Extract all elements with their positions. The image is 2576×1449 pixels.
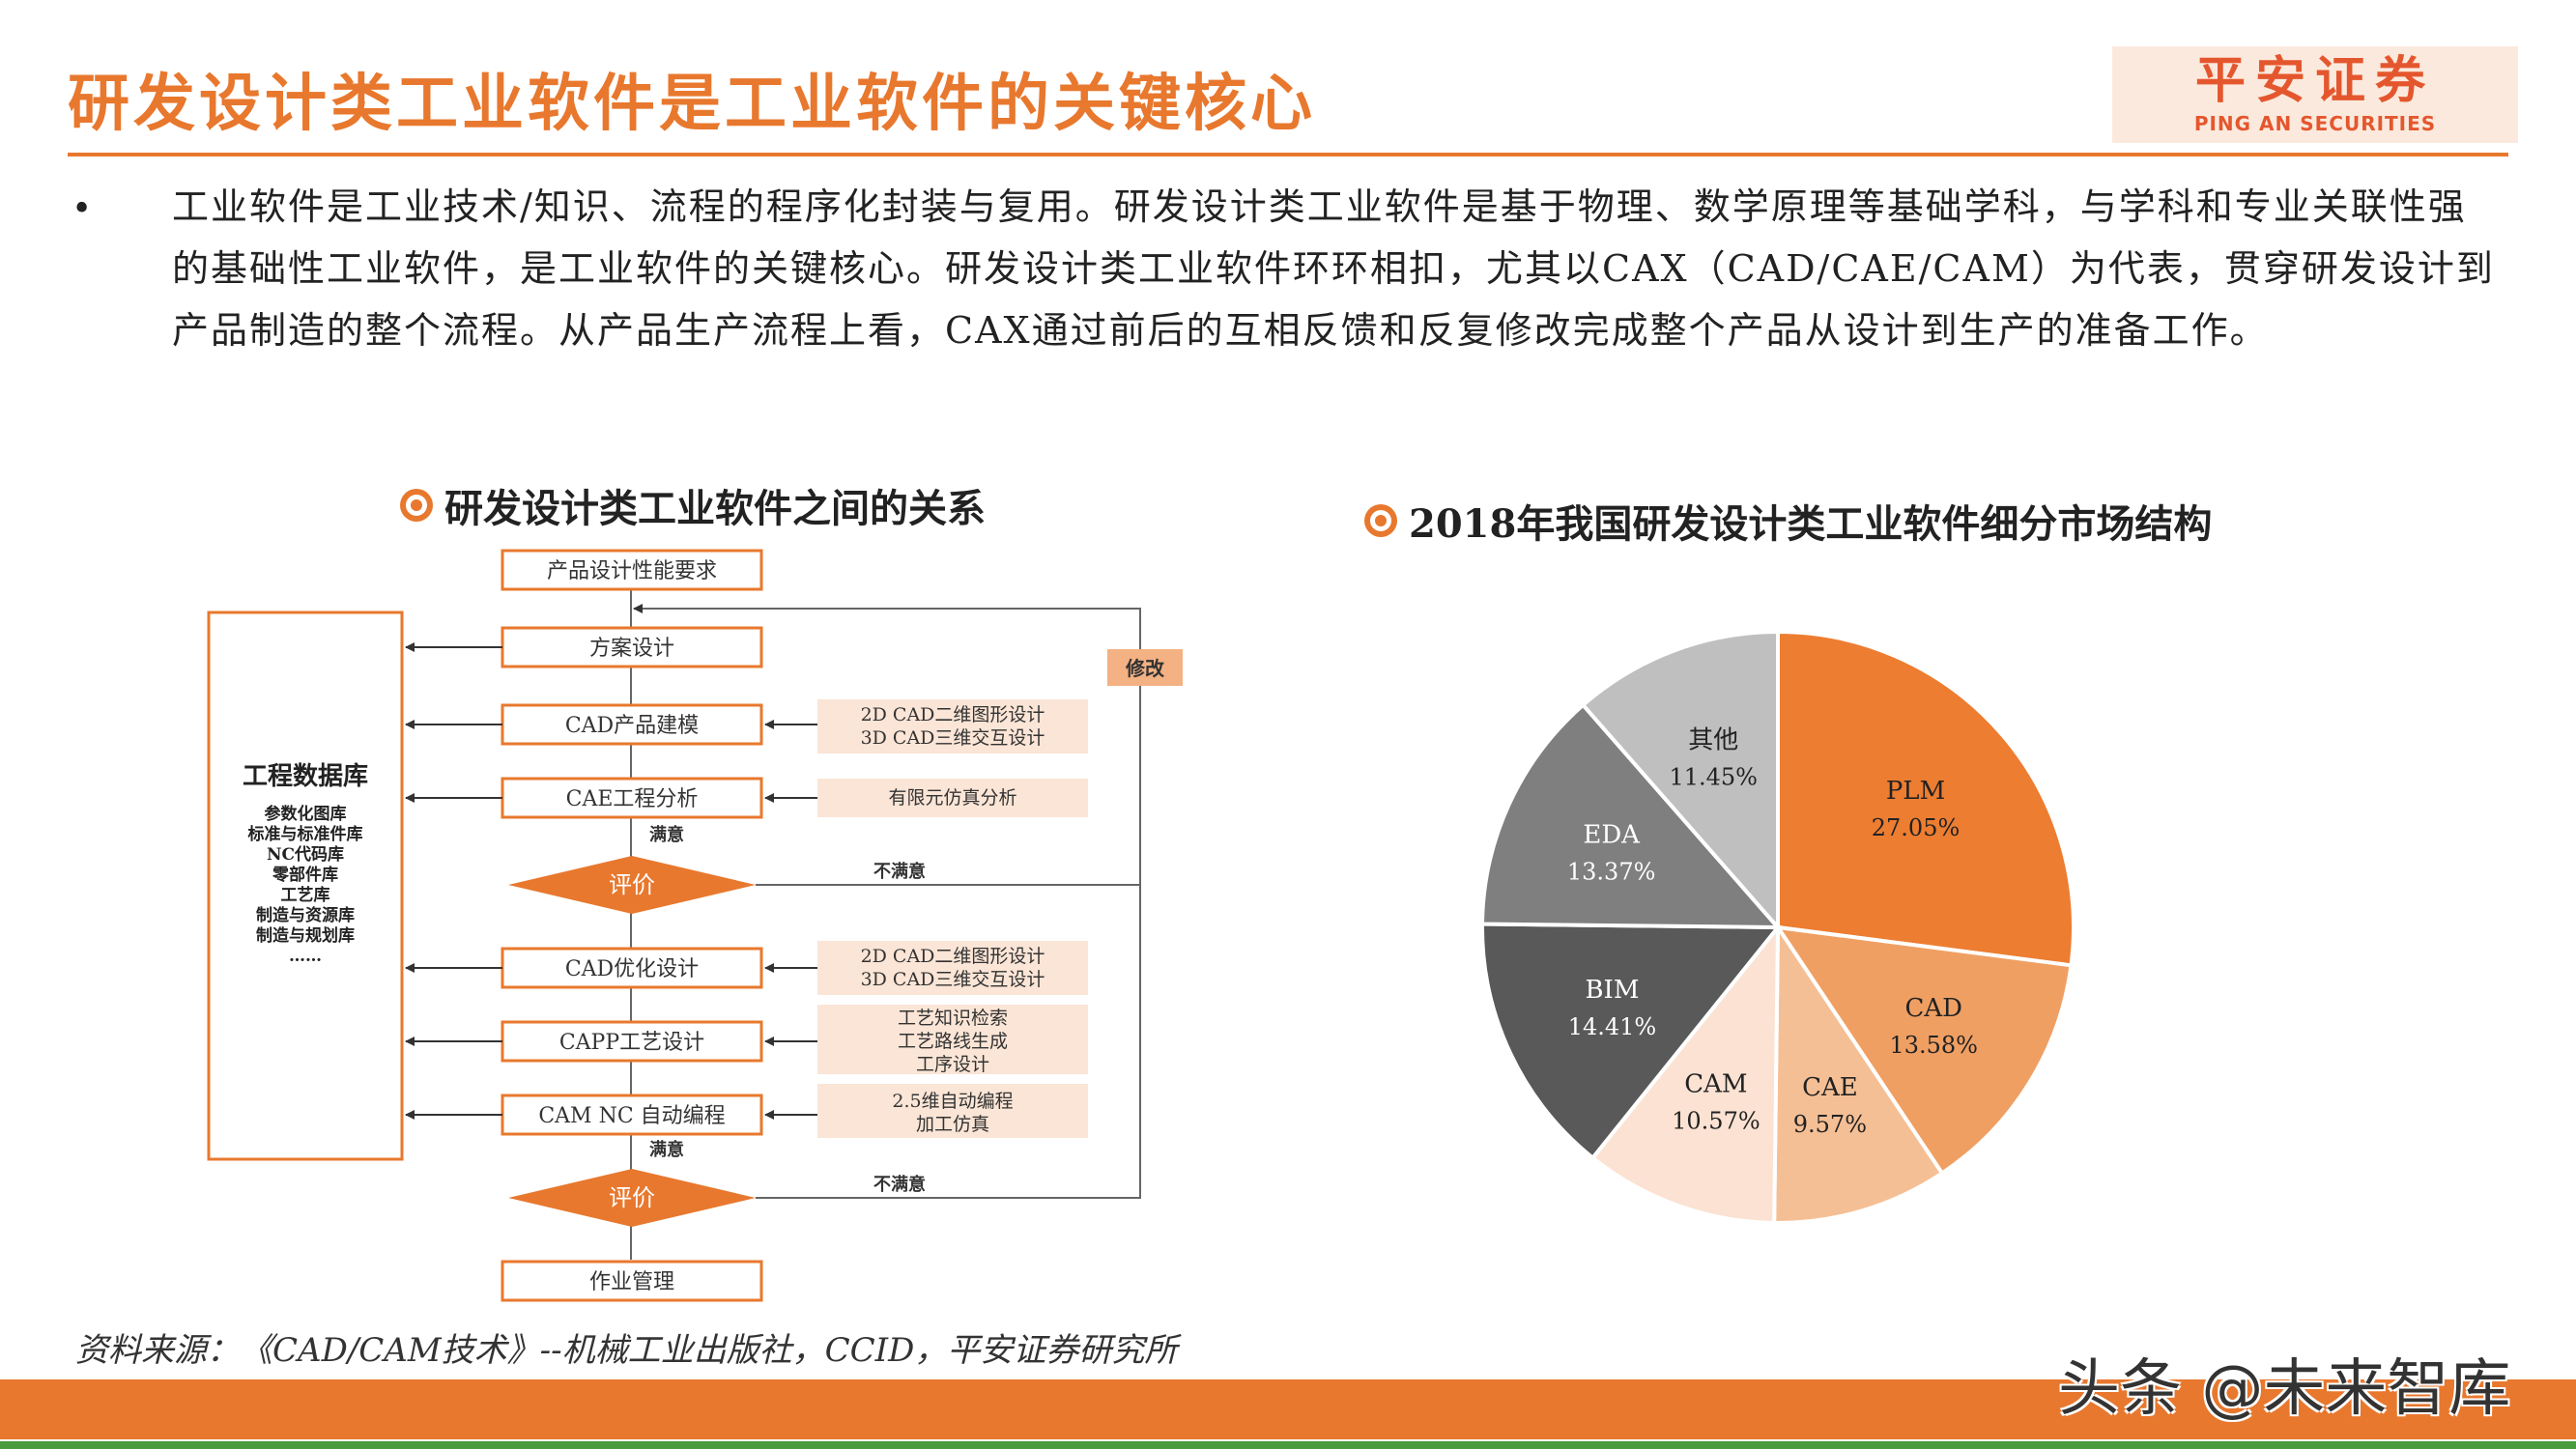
step-cam: CAM NC 自动编程 — [538, 1104, 725, 1128]
footer-bar — [0, 1379, 2576, 1439]
database-item: 参数化图库 — [265, 804, 347, 824]
bullet-marker: • — [72, 189, 93, 229]
pie-slice-EDA — [1479, 702, 1783, 930]
target-icon — [400, 489, 433, 522]
step-requirements: 产品设计性能要求 — [547, 559, 717, 583]
database-item: 工艺库 — [281, 885, 330, 905]
pie-slice-其他 — [1580, 629, 1780, 933]
logo-text-cn: 平安证券 — [2194, 52, 2435, 110]
title-divider — [68, 153, 2508, 156]
satisfied-label-1: 满意 — [649, 824, 684, 845]
database-item: 标准与标准件库 — [248, 824, 363, 844]
step-capp: CAPP工艺设计 — [559, 1031, 704, 1055]
pie-value-label: 13.58% — [1889, 1032, 1978, 1059]
step-plan: 方案设计 — [589, 637, 674, 661]
note-text: 2D CAD二维图形设计 — [861, 946, 1045, 967]
database-item: 制造与资源库 — [256, 905, 355, 925]
pie-slice-PLM — [1776, 629, 2075, 968]
page-title: 研发设计类工业软件是工业软件的关键核心 — [68, 68, 1316, 140]
pie-category-label: CAE — [1802, 1073, 1858, 1102]
market-structure-pie-chart: PLM 27.05% CAD 13.58% CAE 9.57% CAM 10.57% BIM 14… — [1479, 629, 2075, 1226]
satisfied-label-2: 满意 — [649, 1139, 684, 1160]
evaluation-label-2: 评价 — [609, 1184, 655, 1211]
pie-value-label: 13.37% — [1567, 859, 1656, 886]
note-box-capp — [817, 1005, 1088, 1074]
note-box-cam — [817, 1084, 1088, 1138]
database-items: 参数化图库 标准与标准件库 NC代码库 零部件库 工艺库 制造与资源库 制造与规… — [248, 804, 363, 966]
note-text: 有限元仿真分析 — [888, 787, 1016, 809]
logo-text-en: PING AN SECURITIES — [2193, 112, 2437, 135]
target-icon — [1364, 504, 1397, 537]
watermark: 头条 @未来智库 — [2058, 1353, 2511, 1425]
database-title: 工程数据库 — [243, 762, 368, 791]
feedback-loop-line — [633, 604, 1141, 886]
step-cad-model-box — [501, 703, 763, 746]
pie-category-label: 其他 — [1688, 725, 1738, 754]
footer-line — [0, 1441, 2576, 1449]
pie-value-label: 10.57% — [1672, 1108, 1760, 1135]
feedback-loop-line-2 — [756, 885, 1141, 1199]
pie-heading-text: 2018年我国研发设计类工业软件细分市场结构 — [1409, 501, 2213, 547]
note-text: 工序设计 — [916, 1054, 989, 1075]
pie-value-label: 9.57% — [1793, 1111, 1867, 1138]
source-note: 资料来源：《CAD/CAM技术》--机械工业出版社，CCID，平安证券研究所 — [75, 1331, 1178, 1370]
note-text: 3D CAD三维交互设计 — [861, 727, 1045, 749]
database-item: NC代码库 — [267, 844, 344, 865]
note-box-cae — [817, 779, 1088, 817]
evaluation-label-1: 评价 — [609, 871, 655, 898]
pie-value-label: 14.41% — [1568, 1013, 1657, 1040]
step-cae: CAE工程分析 — [566, 787, 699, 811]
pie-category-label: EDA — [1583, 821, 1641, 850]
note-text: 加工仿真 — [916, 1114, 989, 1135]
modify-box — [1107, 649, 1183, 686]
pie-heading: 2018年我国研发设计类工业软件细分市场结构 — [1362, 493, 2212, 549]
evaluation-diamond-2 — [508, 1169, 756, 1227]
pie-category-label: PLM — [1886, 777, 1945, 806]
note-text: 2.5维自动编程 — [892, 1091, 1013, 1112]
note-text: 2D CAD二维图形设计 — [861, 704, 1045, 725]
engineering-database-box — [207, 611, 404, 1161]
diagram-heading-text: 研发设计类工业软件之间的关系 — [444, 486, 986, 531]
unsatisfied-label-1: 不满意 — [873, 861, 926, 882]
note-text: 3D CAD三维交互设计 — [861, 969, 1045, 990]
note-text: 工艺知识检索 — [898, 1008, 1008, 1029]
evaluation-diamond-1 — [508, 856, 756, 914]
brand-logo: 平安证券 PING AN SECURITIES — [2112, 46, 2518, 143]
bullet-paragraph: 工业软件是工业技术/知识、流程的程序化封装与复用。研发设计类工业软件是基于物理、… — [172, 185, 2495, 352]
pie-slice-BIM — [1480, 922, 1783, 1161]
pie-value-label: 11.45% — [1669, 763, 1758, 790]
pie-value-label: 27.05% — [1872, 814, 1961, 841]
diagram-heading: 研发设计类工业软件之间的关系 — [398, 477, 986, 533]
step-cad-model: CAD产品建模 — [565, 714, 699, 738]
step-cam-box — [501, 1094, 763, 1136]
note-box-cad-opt — [817, 941, 1088, 995]
pie-category-label: CAD — [1904, 994, 1962, 1023]
database-item: 制造与规划库 — [256, 925, 355, 946]
pie-slice-CAM — [1589, 922, 1781, 1226]
database-item: 零部件库 — [272, 865, 338, 885]
pie-slice-CAD — [1773, 924, 2074, 1177]
step-cad-opt: CAD优化设计 — [565, 957, 699, 981]
step-cae-box — [501, 777, 763, 819]
step-requirements-box — [501, 549, 763, 591]
database-item: …… — [289, 947, 322, 966]
step-plan-box — [501, 626, 763, 668]
step-mgmt-box — [501, 1260, 763, 1302]
unsatisfied-label-2: 不满意 — [873, 1174, 926, 1195]
pie-category-label: CAM — [1684, 1070, 1747, 1099]
pie-slice-CAE — [1772, 921, 1945, 1225]
modify-label: 修改 — [1125, 657, 1165, 680]
step-mgmt: 作业管理 — [589, 1270, 674, 1294]
pie-category-label: BIM — [1585, 976, 1639, 1005]
note-box-cad — [817, 699, 1088, 753]
note-text: 工艺路线生成 — [898, 1031, 1008, 1052]
